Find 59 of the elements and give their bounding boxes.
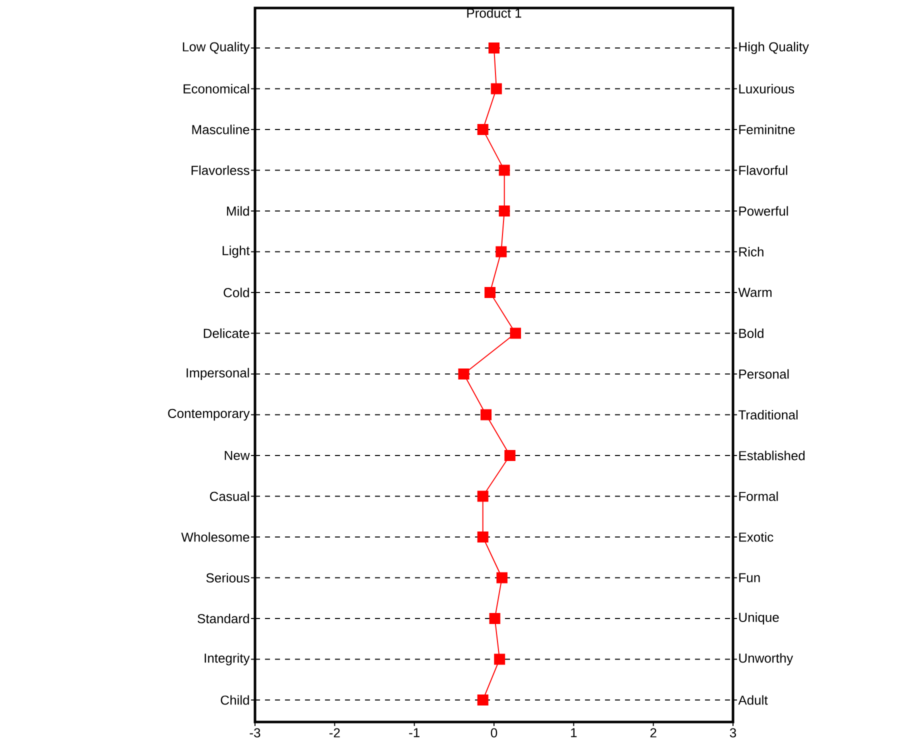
y2-tick-label: Personal	[739, 369, 789, 379]
point	[477, 531, 488, 542]
x-tick-label: 1	[571, 728, 577, 738]
y2-tick-label: Adult	[738, 695, 768, 705]
y2-tick-label: Formal	[739, 491, 778, 502]
y2-tick-label: Exotic	[739, 532, 774, 542]
point	[504, 450, 516, 461]
x-tick-label: -2	[329, 728, 340, 738]
y2-tick-label: Rich	[739, 246, 764, 256]
y2-tick-label: Powerful	[739, 206, 788, 216]
y2-tick-label: Traditional	[738, 410, 798, 420]
point	[458, 368, 470, 380]
y-tick-label: Child	[220, 695, 249, 705]
chart-title: Product 1	[467, 8, 522, 18]
y-tick-label: Casual	[210, 491, 249, 502]
y-tick-label: Low Quality	[182, 42, 250, 54]
point	[498, 205, 510, 216]
y-tick-label: Light	[222, 246, 250, 258]
point	[477, 490, 488, 502]
y-tick-label: Serious	[206, 572, 250, 583]
y2-tick-label: Unworthy	[739, 653, 794, 666]
y-tick-label: New	[224, 450, 250, 460]
point	[477, 694, 488, 706]
y-tick-label: Contemporary	[168, 408, 250, 421]
point	[490, 83, 502, 94]
y-tick-label: Masculine	[192, 124, 250, 134]
x-tick-label: 0	[490, 728, 498, 738]
point	[488, 42, 500, 54]
y2-tick-label: Luxurious	[739, 84, 794, 94]
y-tick-label: Cold	[224, 288, 249, 298]
x-tick-label: 2	[650, 728, 656, 738]
y-tick-label: Wholesome	[181, 532, 250, 542]
point	[489, 612, 500, 624]
x-tick-label: -3	[250, 728, 260, 738]
y-tick-label: Impersonal	[186, 368, 249, 380]
point	[477, 124, 488, 135]
y-tick-label: Delicate	[204, 328, 250, 338]
point	[498, 164, 510, 176]
y2-tick-label: Established	[739, 450, 805, 460]
y-tick-label: Integrity	[204, 653, 250, 666]
y2-tick-label: Warm	[738, 288, 772, 297]
y2-tick-label: Feminitne	[739, 124, 795, 134]
y2-tick-label: High Quality	[739, 42, 809, 54]
y-tick-label: Mild	[227, 206, 249, 216]
y2-tick-label: Unique	[739, 612, 779, 625]
point	[494, 654, 506, 665]
point	[484, 286, 496, 298]
y2-tick-label: Fun	[739, 573, 760, 582]
point	[480, 409, 492, 420]
y-tick-label: Economical	[184, 84, 249, 94]
point	[496, 572, 508, 584]
x-tick-label: -1	[409, 728, 420, 738]
point	[510, 328, 522, 339]
x-tick-label: 3	[730, 728, 736, 738]
y-tick-label: Standard	[198, 614, 249, 624]
point	[496, 246, 507, 258]
y2-tick-label: Bold	[739, 328, 764, 338]
y2-tick-label: Flavorful	[739, 165, 788, 175]
y-tick-label: Flavorless	[192, 165, 250, 175]
